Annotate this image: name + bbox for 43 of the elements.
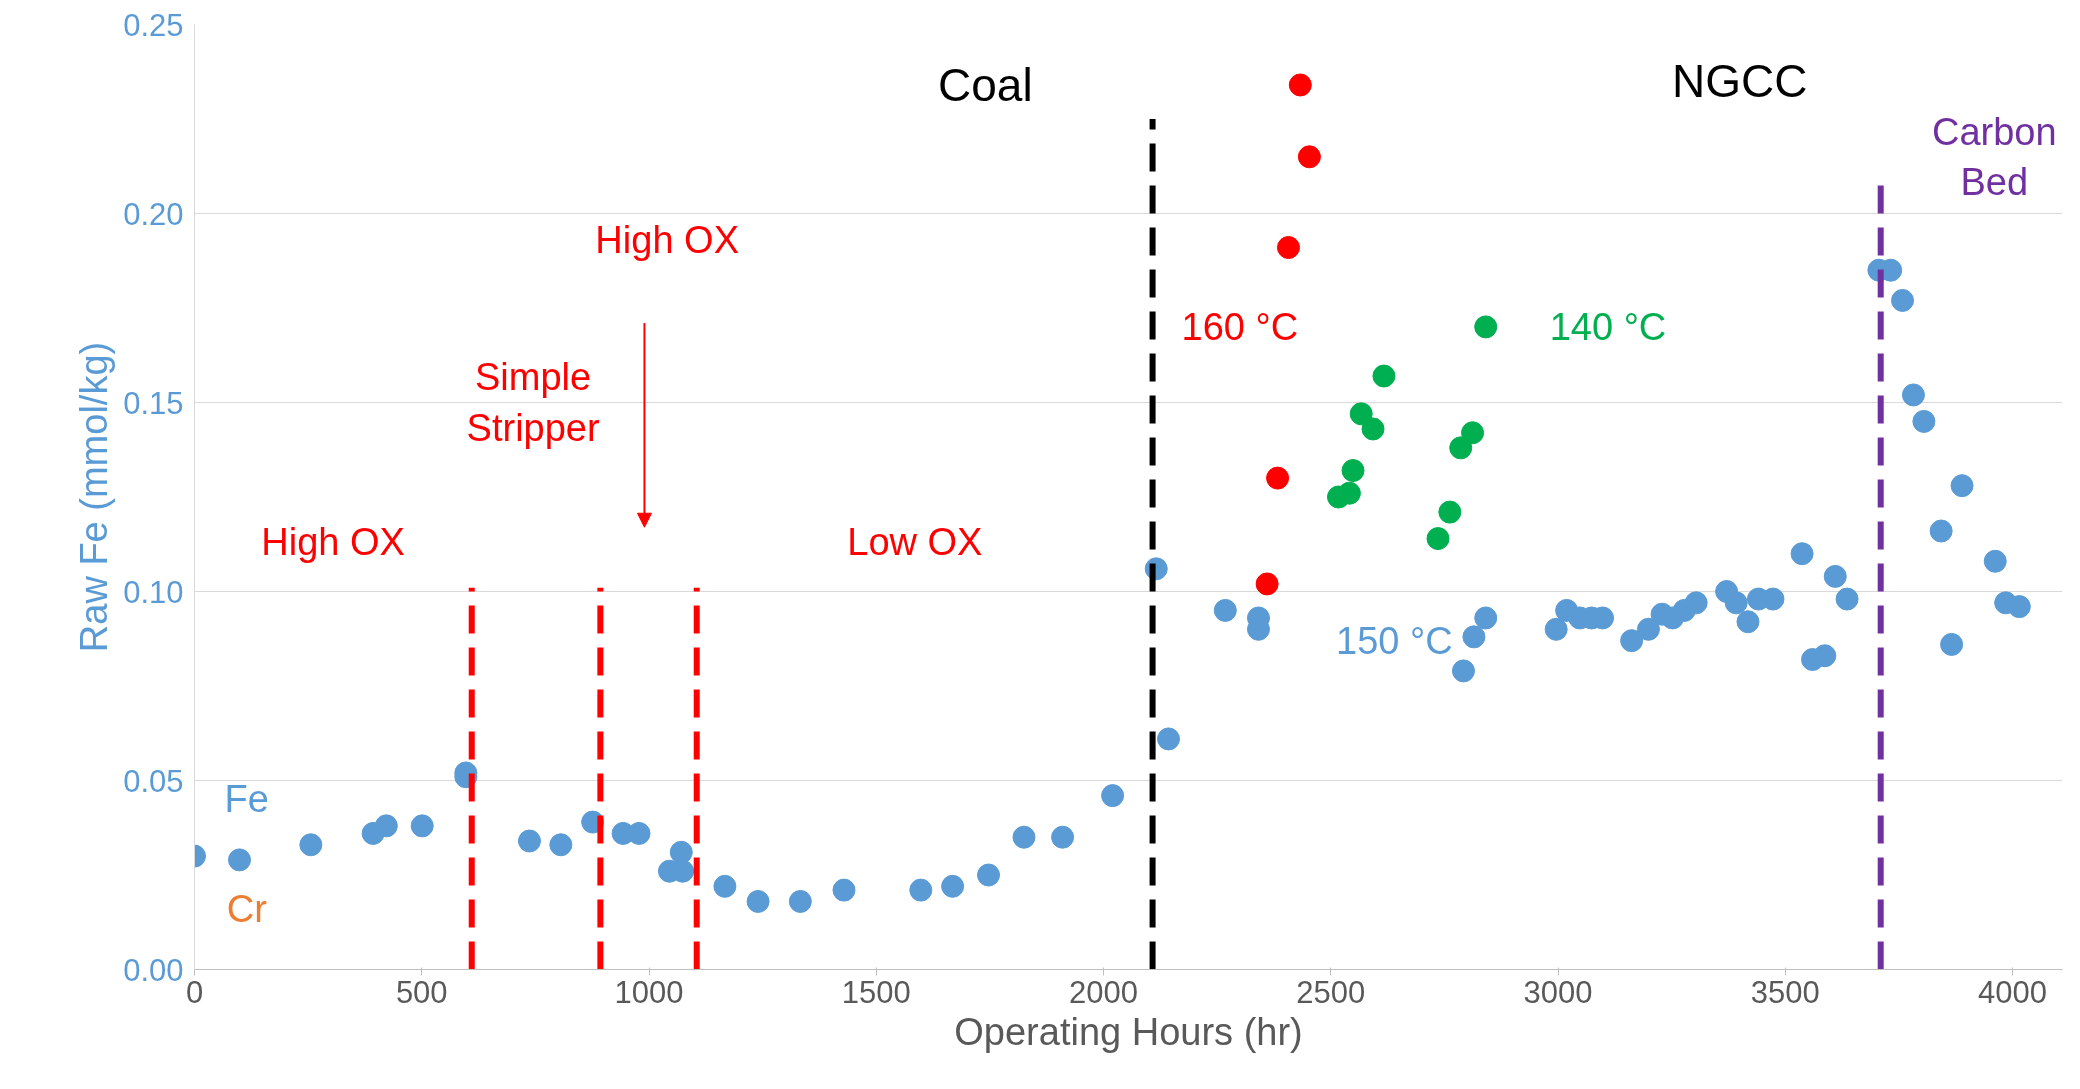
series-label: 140 °C	[1549, 305, 1667, 348]
point	[1349, 402, 1373, 426]
annotation: Cr	[226, 888, 268, 931]
point	[1266, 466, 1290, 490]
annotation: Carbon Bed	[1932, 110, 2057, 203]
point	[1297, 145, 1321, 169]
x-tick-label: 2000	[1069, 974, 1138, 1010]
series-label: 150 °C	[1336, 619, 1453, 662]
y-tick-label: 0.10	[123, 574, 184, 610]
point	[1372, 364, 1396, 388]
series-label: 160 °C	[1181, 305, 1299, 348]
annotation: Simple Stripper	[466, 356, 600, 449]
point	[1426, 527, 1450, 551]
x-tick-label: 500	[395, 974, 448, 1010]
y-axis-title: Raw Fe (mmol/kg)	[73, 341, 116, 653]
point	[1461, 421, 1485, 445]
annotation: Low OX	[847, 521, 983, 564]
annotation: High OX	[595, 218, 739, 261]
point	[1276, 236, 1300, 259]
x-tick-label: 1000	[614, 974, 684, 1010]
point	[1438, 500, 1462, 524]
y-tick-label: 0.05	[123, 763, 184, 799]
x-tick-label: 0	[185, 974, 204, 1010]
x-tick-label: 2500	[1296, 974, 1366, 1010]
y-tick-label: 0.00	[123, 952, 184, 988]
y-tick-label: 0.15	[123, 385, 184, 421]
point	[1288, 73, 1312, 97]
point	[1449, 436, 1473, 460]
x-axis-title: Operating Hours (hr)	[954, 1010, 1303, 1053]
point	[1361, 417, 1385, 441]
x-tick-label: 3000	[1523, 974, 1593, 1010]
x-tick-label: 4000	[1978, 974, 2047, 1010]
annotation: Coal	[938, 58, 1033, 111]
point	[1341, 459, 1365, 483]
annotation: Fe	[224, 778, 269, 821]
point	[1255, 572, 1279, 596]
annotation: High OX	[261, 521, 405, 564]
x-tick-label: 1500	[841, 974, 911, 1010]
annotation: NGCC	[1672, 55, 1808, 108]
y-tick-label: 0.25	[123, 7, 184, 43]
point	[1474, 315, 1498, 339]
x-tick-label: 3500	[1750, 974, 1820, 1010]
y-tick-label: 0.20	[123, 196, 184, 232]
